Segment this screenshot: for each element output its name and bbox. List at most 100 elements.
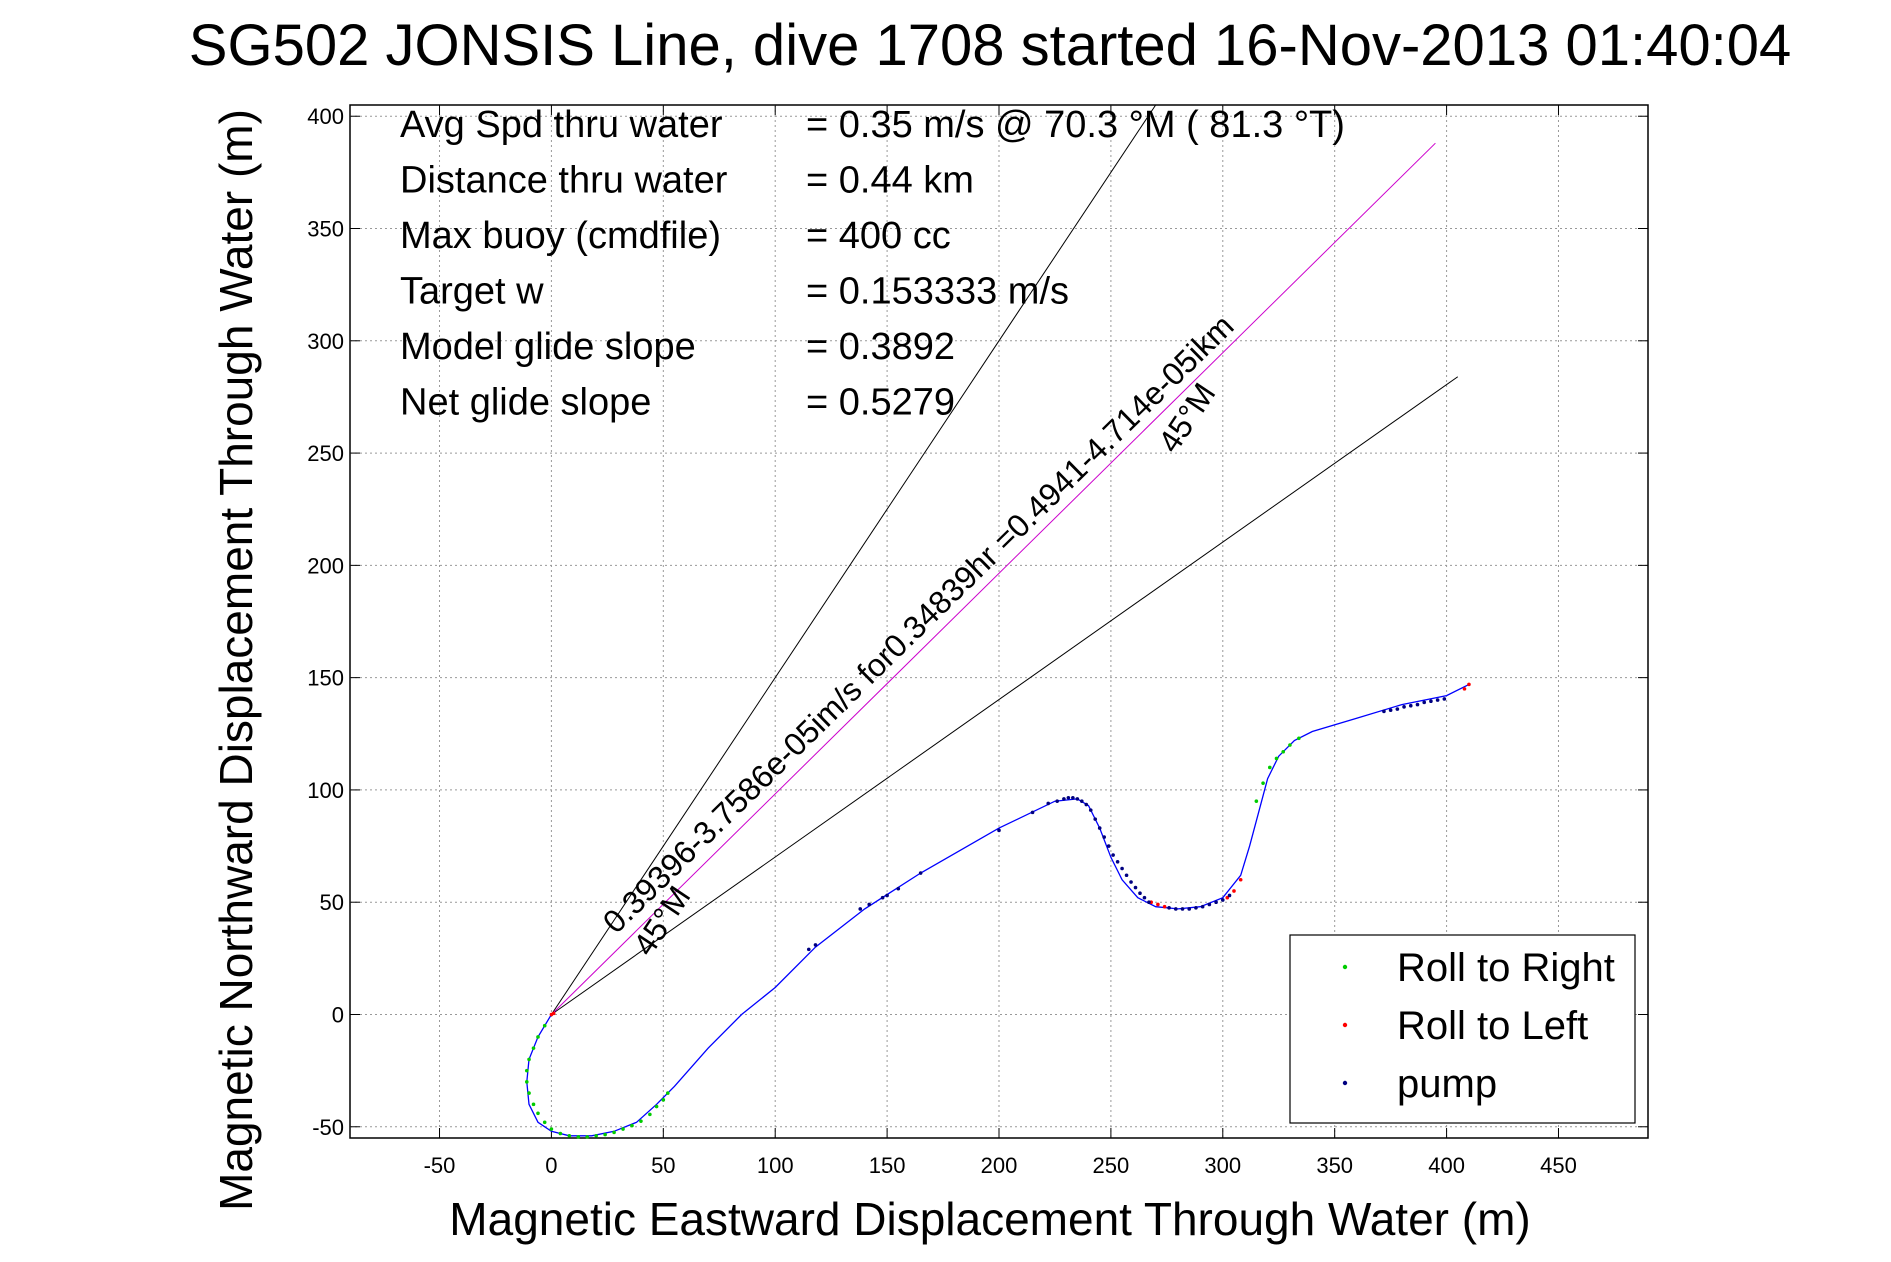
point-roll-to-right [665, 1091, 670, 1095]
series-points [524, 682, 1471, 1139]
point-roll-to-right [567, 1133, 572, 1138]
point-roll-to-right [639, 1119, 643, 1123]
point-roll-to-right [536, 1111, 540, 1116]
point-pump [1147, 900, 1151, 905]
reference-line [551, 142, 1436, 1015]
point-roll-to-right [542, 1120, 547, 1125]
legend: Roll to Right Roll to Left pump [1289, 934, 1636, 1124]
point-roll-to-right [1281, 749, 1286, 754]
point-pump [1382, 709, 1386, 714]
point-pump [1088, 808, 1093, 812]
x-tick-label: 350 [1316, 1153, 1353, 1178]
point-pump [1402, 705, 1406, 709]
chart-title: SG502 JONSIS Line, dive 1708 started 16-… [189, 13, 1791, 78]
x-tick-label: -50 [424, 1153, 456, 1178]
x-tick-label: 200 [981, 1153, 1018, 1178]
point-pump [1194, 906, 1198, 910]
point-pump [1422, 700, 1427, 705]
point-pump [806, 947, 811, 952]
point-roll-to-right [527, 1091, 531, 1095]
point-roll-to-right [654, 1104, 659, 1109]
reference-line [550, 104, 1157, 1015]
y-tick-label: 300 [307, 329, 344, 354]
reference-lines [550, 104, 1459, 1015]
point-roll-to-right [524, 1080, 529, 1084]
point-roll-to-left [1156, 902, 1160, 907]
annotation-label: Distance thru water [400, 160, 728, 202]
point-pump [1093, 817, 1098, 821]
point-pump [896, 886, 901, 891]
annotation-value: = 400 cc [806, 215, 951, 257]
point-pump [867, 902, 871, 907]
y-axis-label: Magnetic Northward Displacement Through … [210, 109, 262, 1211]
annotation-value: = 0.5279 [806, 382, 955, 424]
y-tick-label: 100 [307, 778, 344, 803]
y-tick-label: 250 [307, 441, 344, 466]
point-pump [1120, 866, 1124, 871]
point-pump [813, 943, 818, 947]
y-tick-label: -50 [312, 1115, 344, 1140]
point-roll-to-right [1274, 756, 1279, 761]
x-tick-label: 250 [1093, 1153, 1130, 1178]
point-pump [1084, 802, 1089, 807]
point-roll-to-right [558, 1131, 563, 1136]
point-pump [997, 828, 1001, 833]
x-axis-label: Magnetic Eastward Displacement Through W… [449, 1193, 1530, 1245]
legend-marker [1342, 1022, 1348, 1028]
x-tick-label: 50 [651, 1153, 675, 1178]
x-tick-label: 300 [1204, 1153, 1241, 1178]
axis-ticks: -50 0 50 100 150 200 250 300 350 400 450 -50 0 50 100 1… [307, 104, 1648, 1178]
point-pump [1408, 703, 1413, 708]
point-roll-to-right [661, 1098, 666, 1102]
point-roll-to-right [576, 1135, 581, 1139]
x-tick-label: 450 [1540, 1153, 1577, 1178]
y-tick-label: 150 [307, 666, 344, 691]
point-roll-to-right [1261, 781, 1265, 785]
point-roll-to-right [531, 1102, 536, 1107]
point-roll-to-right [630, 1123, 634, 1128]
annotation-value: = 0.35 m/s @ 70.3 °M ( 81.3 °T) [806, 104, 1345, 146]
x-tick-label: 400 [1428, 1153, 1465, 1178]
point-roll-to-left [1462, 687, 1467, 691]
point-pump [1030, 810, 1035, 815]
point-pump [1115, 859, 1120, 864]
legend-box [1289, 934, 1636, 1124]
track-line [526, 683, 1470, 1137]
point-pump [1220, 898, 1225, 902]
point-pump [1207, 902, 1212, 907]
point-pump [1227, 893, 1232, 898]
annotation-label: Target w [400, 271, 544, 313]
point-roll-to-right [527, 1057, 531, 1062]
point-pump [1080, 799, 1084, 803]
x-tick-label: 100 [757, 1153, 794, 1178]
point-roll-to-right [612, 1130, 616, 1135]
point-roll-to-right [648, 1112, 652, 1117]
annotation-value: = 0.153333 m/s [806, 271, 1069, 313]
point-pump [1071, 795, 1075, 800]
point-roll-to-right [603, 1132, 607, 1137]
point-pump [1388, 708, 1393, 713]
point-pump [880, 895, 885, 900]
point-roll-to-left [1238, 877, 1243, 882]
track [526, 683, 1470, 1137]
point-pump [1102, 835, 1106, 839]
point-roll-to-right [585, 1135, 590, 1139]
point-roll-to-right [594, 1133, 598, 1138]
point-pump [1124, 873, 1129, 878]
point-pump [1167, 906, 1171, 910]
point-roll-to-right [1267, 765, 1272, 770]
point-pump [1142, 895, 1147, 900]
annotation-label: Model glide slope [400, 326, 696, 368]
point-pump [1415, 702, 1420, 707]
point-roll-to-right [1297, 736, 1301, 741]
legend-marker [1342, 964, 1348, 970]
point-pump [1173, 907, 1178, 911]
x-tick-label: 150 [869, 1153, 906, 1178]
point-pump [1055, 799, 1059, 803]
point-pump [1138, 891, 1142, 896]
point-roll-to-left [1232, 889, 1236, 893]
legend-entry: Roll to Left [1397, 1004, 1588, 1048]
y-tick-label: 200 [307, 553, 344, 578]
point-roll-to-left [1467, 682, 1471, 687]
point-roll-to-right [1254, 799, 1259, 803]
